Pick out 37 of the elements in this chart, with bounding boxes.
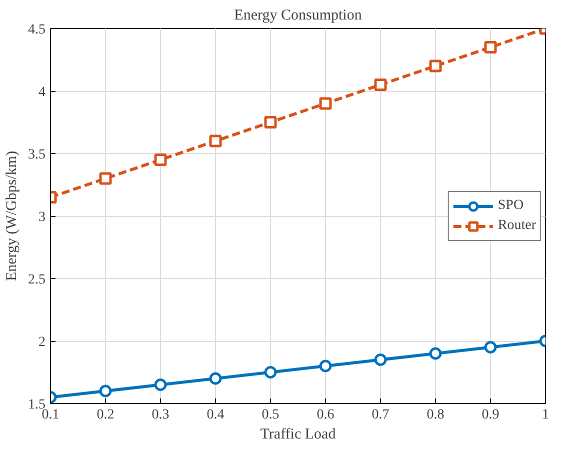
x-tick-label: 0.3 <box>152 408 170 422</box>
y-tick-label: 3 <box>38 210 46 225</box>
point <box>484 341 497 354</box>
x-tick-label: 0.5 <box>262 408 280 422</box>
point <box>154 154 167 166</box>
x-tick-label: 0.9 <box>482 408 500 422</box>
point <box>99 172 112 185</box>
y-tick-label: 3.5 <box>28 148 46 162</box>
x-tick-label: 0.1 <box>42 408 60 422</box>
x-tick-label: 0.4 <box>206 408 224 422</box>
legend-label: SPO <box>498 198 524 214</box>
point <box>484 41 497 54</box>
legend-label: Router <box>498 218 536 234</box>
point <box>319 360 332 372</box>
x-tick-label: 0.8 <box>426 408 444 422</box>
x-tick-label: 0.2 <box>96 408 114 422</box>
y-tick-label: 4 <box>38 85 46 100</box>
y-tick-label: 4.5 <box>28 22 46 38</box>
x-tick-label: 1 <box>542 408 549 422</box>
point <box>374 354 387 366</box>
point <box>209 134 222 148</box>
point <box>429 347 442 360</box>
point <box>429 60 442 72</box>
y-tick-label: 2.5 <box>28 272 46 288</box>
point <box>264 116 277 128</box>
point <box>374 78 387 91</box>
point <box>99 384 112 398</box>
point <box>154 378 167 391</box>
y-axis-title: Energy (W/Gbps/km) <box>4 150 20 282</box>
point <box>209 372 222 385</box>
x-tick-label: 0.6 <box>316 408 334 422</box>
x-axis-title: Traffic Load <box>260 426 336 442</box>
x-tick-label: 0.7 <box>372 408 390 422</box>
chart-title: Energy Consumption <box>234 8 362 24</box>
y-tick-label: 2 <box>38 335 46 350</box>
point <box>319 97 332 110</box>
point <box>264 366 277 378</box>
